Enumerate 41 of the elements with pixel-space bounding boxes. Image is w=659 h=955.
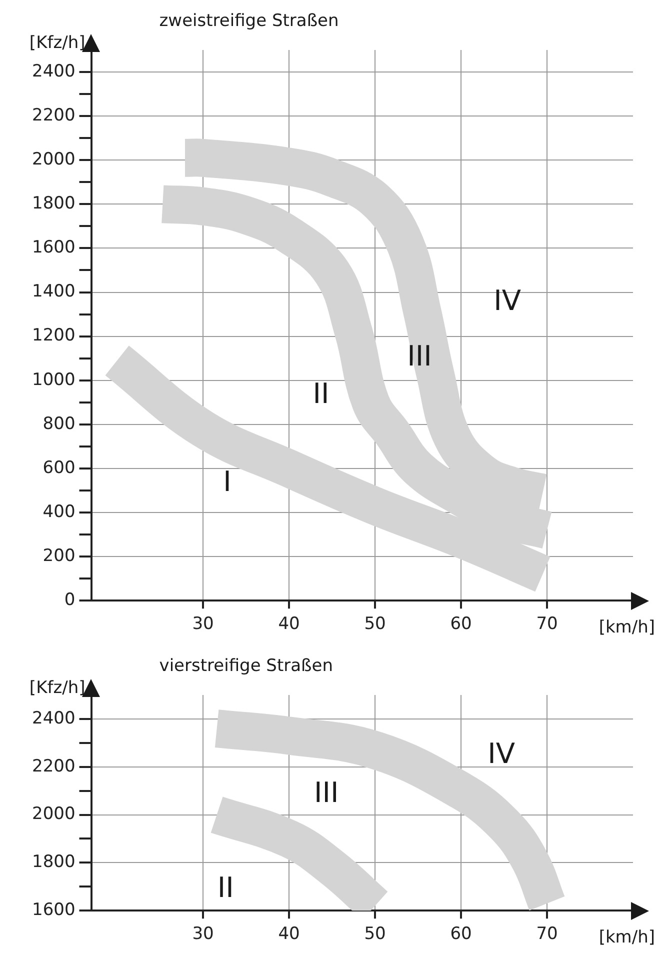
y-tick-label: 2200	[32, 105, 76, 126]
y-tick-label: 600	[42, 458, 76, 478]
chart-title: vierstreifige Straßen	[159, 656, 333, 676]
x-axis-title: [km/h]	[598, 618, 655, 638]
y-tick-label: 1000	[32, 370, 76, 390]
annotation: II	[217, 870, 234, 904]
x-tick-label: 50	[364, 614, 386, 634]
x-tick-label: 60	[450, 614, 472, 634]
x-tick-label: 70	[536, 614, 558, 634]
y-tick-label: 800	[42, 414, 76, 434]
y-tick-label: 2400	[32, 61, 76, 82]
annotation: III	[407, 340, 432, 373]
y-tick-label: 2000	[32, 150, 76, 170]
y-tick-label: 2000	[32, 804, 76, 824]
x-tick-label: 40	[278, 924, 300, 944]
y-tick-label: 1800	[32, 194, 76, 214]
y-tick-label: 2200	[32, 756, 76, 776]
y-axis-title: [Kfz/h]	[29, 678, 86, 698]
annotation: II	[312, 377, 330, 410]
x-tick-label: 70	[536, 924, 558, 944]
y-tick-label: 200	[42, 546, 76, 566]
y-tick-label: 0	[64, 590, 76, 610]
y-tick-label: 1600	[32, 900, 76, 920]
y-tick-label: 1800	[32, 852, 76, 872]
y-tick-label: 400	[42, 502, 76, 522]
y-tick-label: 1600	[32, 238, 76, 258]
x-tick-label: 60	[450, 924, 472, 944]
x-tick-label: 40	[278, 614, 300, 634]
x-tick-label: 50	[364, 924, 386, 944]
annotation: IV	[494, 284, 522, 318]
chart-title: zweistreifige Straßen	[159, 11, 339, 31]
annotation: III	[314, 776, 339, 809]
y-tick-label: 1200	[32, 326, 76, 346]
y-tick-label: 1400	[32, 282, 76, 302]
x-tick-label: 30	[192, 614, 214, 634]
x-tick-label: 30	[192, 924, 214, 944]
x-axis-title: [km/h]	[598, 928, 655, 948]
y-tick-label: 2400	[32, 708, 76, 728]
y-axis-title: [Kfz/h]	[29, 33, 86, 53]
annotation: I	[223, 465, 232, 498]
annotation: IV	[488, 736, 516, 770]
